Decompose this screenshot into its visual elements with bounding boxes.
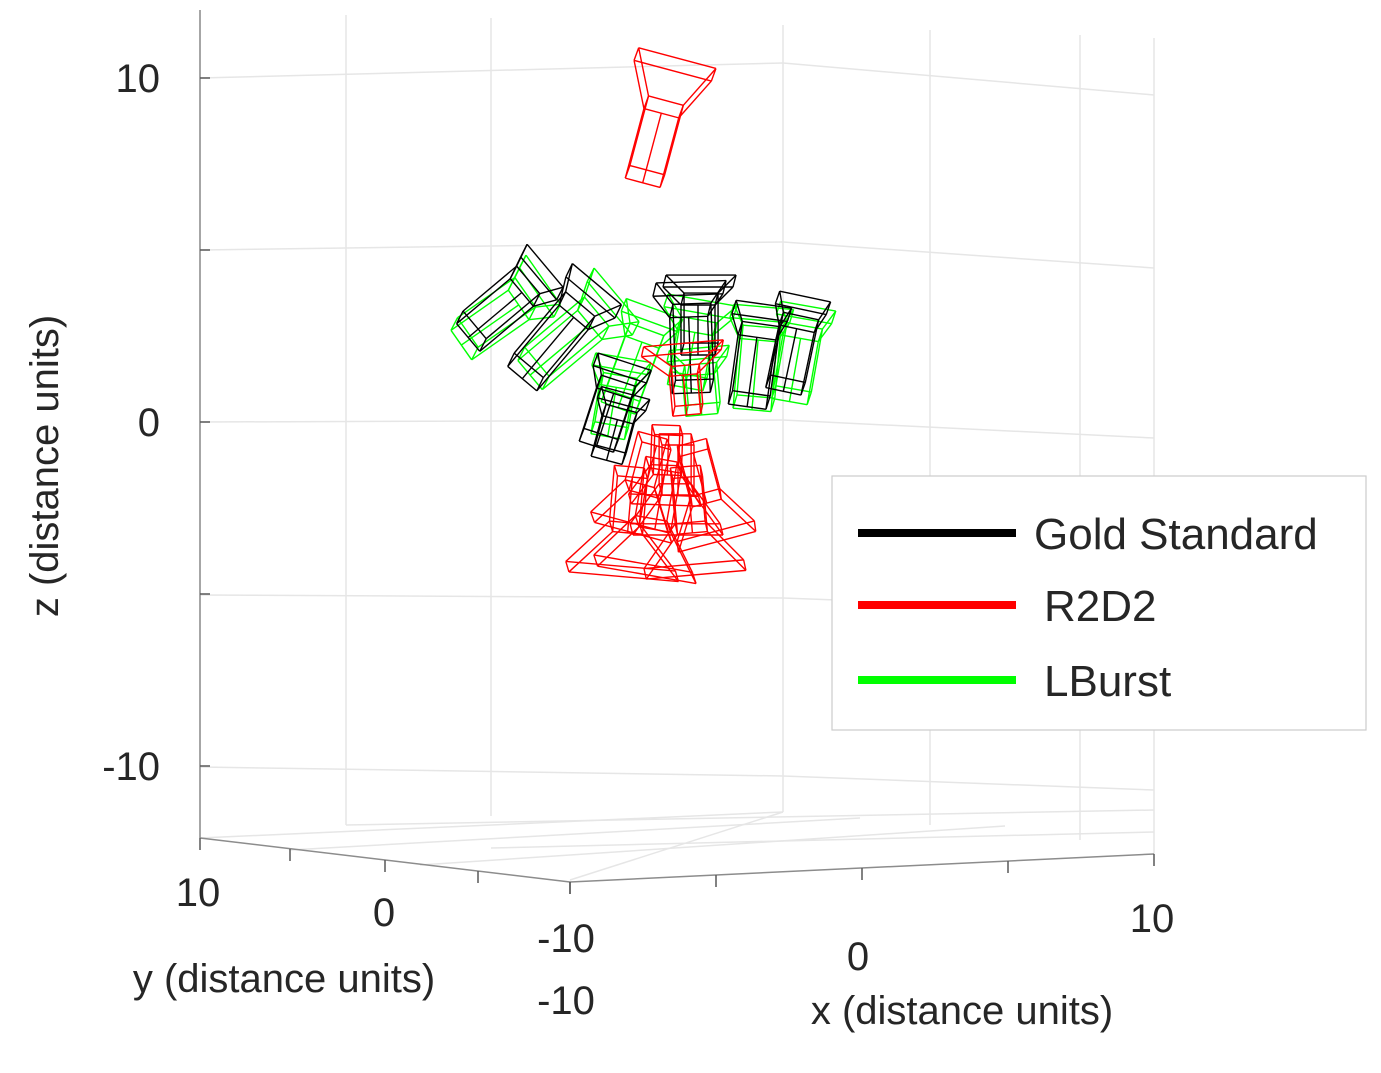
- tick-labels: 10 0 -10 10 0 -10 -10 0 10: [102, 57, 1174, 1023]
- z-tick-label: 10: [116, 57, 161, 101]
- camera-frustums: [450, 47, 837, 585]
- x-tick-label: 0: [847, 935, 869, 979]
- legend-label-gold-standard: Gold Standard: [1034, 510, 1318, 559]
- x-tick-label: 10: [1130, 897, 1175, 941]
- gold-standard-camera-frustum: [590, 385, 651, 466]
- r2d2-camera-frustum: [640, 339, 724, 417]
- gold-standard-camera-frustum: [507, 263, 623, 392]
- r2d2-camera-frustum: [624, 47, 717, 189]
- y-axis-title: y (distance units): [133, 957, 435, 1001]
- axis-ticks: [199, 77, 1155, 894]
- gold-standard-camera-frustum: [662, 274, 737, 356]
- y-tick-label: 10: [176, 871, 221, 915]
- gold-standard-camera-frustum: [455, 243, 564, 352]
- y-tick-label: -10: [537, 917, 595, 961]
- r2d2-camera-frustum: [590, 430, 673, 544]
- lburst-camera-frustum: [450, 254, 562, 361]
- legend-label-r2d2: R2D2: [1044, 582, 1157, 631]
- x-axis-title: x (distance units): [811, 989, 1113, 1033]
- axes: [199, 10, 1155, 883]
- lburst-camera-frustum: [517, 267, 640, 391]
- lburst-camera-frustum: [771, 300, 837, 406]
- y-tick-label: 0: [373, 891, 395, 935]
- lburst-camera-frustum: [666, 344, 730, 418]
- z-axis-title: z (distance units): [23, 315, 67, 617]
- z-tick-label: 0: [138, 401, 160, 445]
- z-tick-label: -10: [102, 745, 160, 789]
- grid: [199, 10, 1155, 881]
- r2d2-camera-frustum: [627, 424, 702, 507]
- gold-standard-camera-frustum: [765, 290, 832, 396]
- x-tick-label: -10: [537, 979, 595, 1023]
- legend-label-lburst: LBurst: [1044, 657, 1171, 706]
- legend: Gold Standard R2D2 LBurst: [831, 475, 1367, 731]
